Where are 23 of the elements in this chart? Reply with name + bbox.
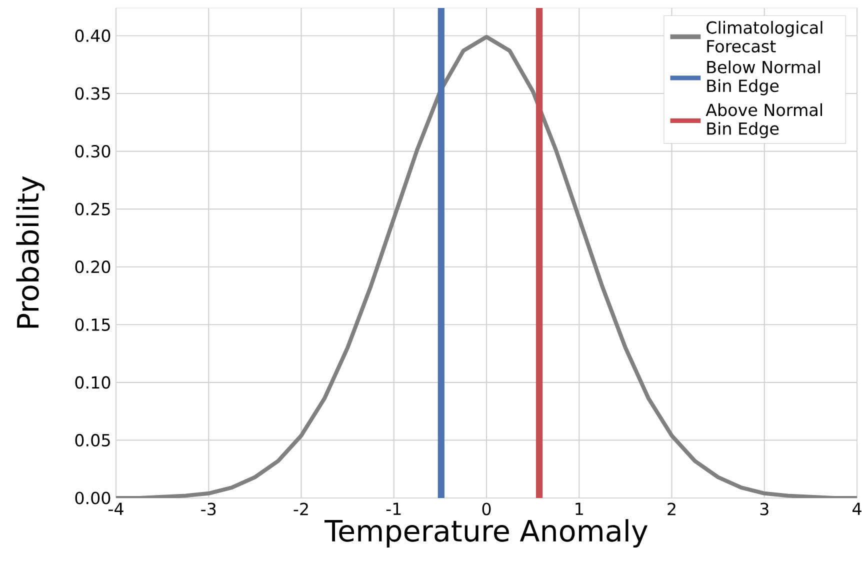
x-tick-label: 2 (668, 502, 676, 516)
legend-label: Above Normal Bin Edge (706, 103, 822, 138)
x-tick-label: 1 (576, 502, 583, 515)
y-tick-label: 0.40 (75, 29, 110, 42)
legend-label: Climatological Forecast (706, 20, 822, 53)
x-tick-label: -2 (294, 502, 308, 516)
y-tick-label: 0.35 (75, 87, 110, 100)
y-tick-label: 0.20 (75, 260, 110, 274)
y-tick-label: 0.05 (75, 434, 110, 447)
x-axis-title: Temperature Anomaly (324, 519, 648, 548)
legend-label: Below Normal Bin Edge (707, 60, 820, 96)
y-tick-label: 0.00 (75, 492, 110, 504)
y-tick-label: 0.25 (75, 202, 110, 216)
y-tick-label: 0.10 (75, 376, 110, 389)
y-axis-title: Probability (16, 176, 45, 328)
x-tick-label: -1 (386, 502, 401, 515)
x-tick-label: 3 (760, 502, 768, 516)
x-tick-label: -4 (108, 502, 124, 515)
x-tick-label: 0 (482, 502, 491, 516)
y-tick-label: 0.30 (75, 144, 110, 158)
y-tick-label: 0.15 (75, 318, 110, 331)
x-tick-label: 4 (852, 502, 862, 515)
x-tick-label: -3 (201, 502, 216, 516)
